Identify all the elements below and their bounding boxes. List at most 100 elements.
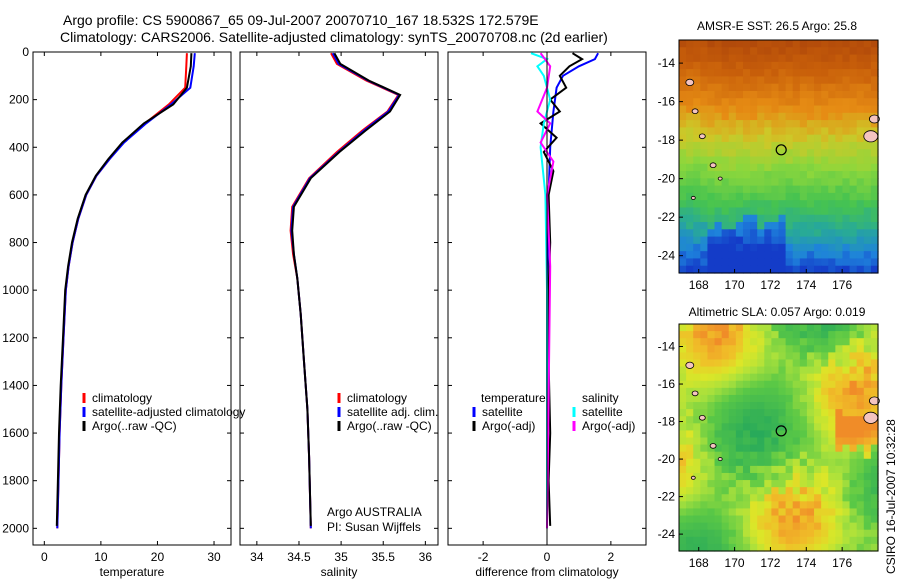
sla_map-cell bbox=[806, 430, 815, 439]
sla_map-cell bbox=[693, 501, 701, 510]
sst_map-cell bbox=[863, 258, 872, 267]
sla_map-cell bbox=[771, 529, 780, 538]
sla_map-cell bbox=[721, 359, 730, 368]
sla_map-cell bbox=[821, 508, 829, 517]
sla_map-cell bbox=[757, 324, 765, 332]
sla_map-cell bbox=[771, 494, 780, 502]
sla_map-cell bbox=[814, 501, 822, 510]
sst_map-cell bbox=[842, 149, 851, 158]
sla_map-cell bbox=[735, 366, 744, 375]
sla_map-ytick-label: -16 bbox=[658, 377, 676, 391]
sla_map-cell bbox=[821, 373, 829, 382]
sst_map-cell bbox=[771, 83, 780, 92]
sst_map-cell bbox=[721, 120, 730, 128]
sst_map-cell bbox=[806, 258, 815, 267]
sst_map-cell bbox=[863, 236, 872, 245]
sla_map-cell bbox=[792, 380, 801, 389]
sst_map-cell bbox=[714, 265, 723, 274]
sst_map-cell bbox=[814, 222, 822, 230]
sst_map-cell bbox=[792, 258, 801, 267]
sst_map-cell bbox=[679, 83, 687, 92]
sla_map-cell bbox=[849, 380, 858, 389]
sla_map-cell bbox=[693, 366, 701, 375]
sla_map-cell bbox=[686, 352, 694, 361]
sla_map-cell bbox=[835, 430, 844, 439]
sst_map-cell bbox=[714, 163, 723, 172]
sla_map-cell bbox=[863, 345, 872, 353]
sst_map-cell bbox=[806, 141, 815, 150]
sla_map-cell bbox=[679, 331, 687, 339]
sla_map-cell bbox=[828, 501, 836, 510]
sla_map-cell bbox=[778, 465, 787, 474]
sla_map-cell bbox=[863, 529, 872, 538]
sla_map-cell bbox=[707, 472, 716, 481]
sst_map-cell bbox=[714, 47, 723, 56]
sla_map-cell bbox=[693, 437, 701, 446]
sla_map-cell bbox=[778, 522, 787, 531]
sst_map-cell bbox=[714, 229, 723, 238]
sst_map-cell bbox=[693, 236, 701, 245]
sla_map-cell bbox=[714, 331, 723, 339]
sst_map-cell bbox=[821, 149, 829, 158]
sst_map-cell bbox=[721, 185, 730, 194]
temperature-ytick-label: 400 bbox=[9, 140, 29, 154]
sst_map-cell bbox=[849, 178, 858, 187]
sst_map-cell bbox=[742, 105, 751, 114]
sst_map-cell bbox=[870, 156, 879, 165]
sst_map-cell bbox=[714, 178, 723, 187]
sla_map-cell bbox=[693, 373, 701, 382]
sla_map-cell bbox=[835, 409, 844, 417]
sst_map-cell bbox=[714, 243, 723, 252]
sla_map-cell bbox=[792, 373, 801, 382]
sst_map-cell bbox=[849, 47, 858, 56]
sst_map-cell bbox=[835, 90, 844, 99]
sla_map-cell bbox=[799, 352, 808, 361]
sst_map-cell bbox=[700, 251, 709, 260]
sla_map-cell bbox=[806, 480, 815, 488]
sst_map-ytick-label: -24 bbox=[658, 249, 676, 263]
sla_map-cell bbox=[849, 409, 858, 417]
sst_map-cell bbox=[721, 47, 730, 56]
sst_map-cell bbox=[707, 141, 716, 150]
sst_map-cell bbox=[863, 149, 872, 158]
sla_map-cell bbox=[700, 423, 709, 431]
sla_map-cell bbox=[771, 416, 780, 424]
sla_map-cell bbox=[764, 331, 772, 339]
sst_map-cell bbox=[799, 69, 808, 78]
sla_map-cell bbox=[679, 373, 687, 382]
sla_map-xtick-label: 170 bbox=[725, 556, 745, 570]
sst_map-cell bbox=[842, 222, 851, 230]
sst_map-cell bbox=[785, 120, 794, 128]
sst_map-cell bbox=[863, 214, 872, 223]
sla_map-cell bbox=[728, 409, 737, 417]
sst_map-cell bbox=[686, 251, 694, 260]
sst_map-cell bbox=[714, 83, 723, 92]
sst_map-cell bbox=[828, 265, 836, 274]
sla_map-cell bbox=[700, 515, 709, 524]
sla_map-cell bbox=[842, 437, 851, 446]
sla_map-cell bbox=[771, 373, 780, 382]
sst_map-cell bbox=[785, 207, 794, 216]
sst_map-cell bbox=[792, 61, 801, 70]
sst_map-cell bbox=[693, 258, 701, 267]
sla_map-cell bbox=[821, 338, 829, 346]
sst_map-cell bbox=[679, 214, 687, 223]
sla_map-cell bbox=[707, 373, 716, 382]
sla_map-cell bbox=[750, 529, 758, 538]
sla_map-cell bbox=[700, 387, 709, 396]
sla_map-cell bbox=[679, 480, 687, 488]
sst_map-cell bbox=[842, 243, 851, 252]
sst_map-cell bbox=[799, 76, 808, 85]
sst_map-cell bbox=[721, 207, 730, 216]
sla_map-cell bbox=[870, 536, 879, 545]
sst_map-cell bbox=[679, 222, 687, 230]
sst_map-cell bbox=[693, 54, 701, 63]
sla_map-cell bbox=[814, 331, 822, 339]
sla_map-cell bbox=[679, 366, 687, 375]
sla_map-island bbox=[698, 414, 706, 421]
sla_map-cell bbox=[785, 480, 794, 488]
sla_map-cell bbox=[764, 543, 772, 552]
sla_map-cell bbox=[778, 480, 787, 488]
sst_map-cell bbox=[835, 127, 844, 136]
sla_map-cell bbox=[721, 515, 730, 524]
